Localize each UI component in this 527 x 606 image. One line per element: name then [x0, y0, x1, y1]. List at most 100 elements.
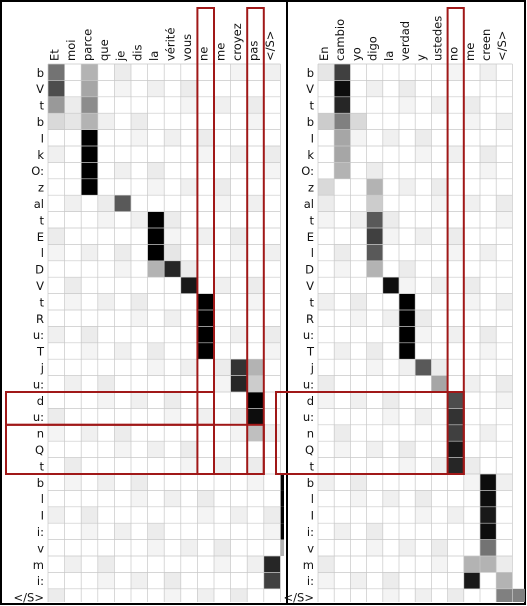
row-label-S: </S> — [14, 591, 44, 605]
faint-cell — [114, 342, 131, 360]
faint-cell — [230, 228, 248, 245]
faint-cell — [247, 556, 264, 573]
faint-cell — [415, 588, 432, 602]
faint-cell — [164, 588, 181, 602]
column-label-moi: moi — [64, 40, 78, 61]
attention-cell — [81, 113, 98, 130]
faint-cell — [496, 474, 513, 491]
row-label-v: v — [37, 541, 44, 555]
faint-cell — [415, 506, 432, 524]
faint-cell — [431, 457, 448, 474]
attention-cell — [247, 375, 264, 392]
attention-cell — [147, 260, 165, 278]
faint-cell — [496, 195, 513, 212]
row-label-I: I — [311, 509, 314, 523]
attention-cell — [197, 326, 214, 343]
faint-cell — [164, 228, 181, 245]
row-label-u: u: — [303, 377, 314, 391]
attention-cell — [496, 572, 513, 589]
attention-cell — [247, 359, 264, 376]
faint-cell — [247, 113, 264, 130]
attention-cell — [280, 490, 284, 507]
faint-cell — [447, 228, 464, 245]
attention-cell — [81, 80, 98, 97]
faint-cell — [496, 392, 513, 409]
attention-cell — [164, 260, 181, 278]
row-label-v: v — [307, 541, 314, 555]
faint-cell — [164, 129, 181, 146]
attention-cell — [463, 572, 480, 589]
attention-cell — [81, 129, 98, 146]
faint-cell — [350, 211, 367, 228]
column-label-me: me — [213, 43, 227, 61]
faint-cell — [382, 392, 399, 409]
faint-cell — [214, 277, 231, 294]
row-label-k: k — [307, 148, 314, 162]
faint-cell — [97, 113, 115, 130]
row-label-i: i: — [307, 574, 314, 588]
faint-cell — [147, 441, 165, 458]
attention-cell — [334, 129, 351, 146]
row-label-u: u: — [33, 328, 44, 342]
faint-cell — [263, 162, 281, 179]
attention-cell — [334, 162, 351, 179]
faint-cell — [334, 342, 351, 360]
column-label-que: que — [97, 39, 111, 61]
row-label-E: E — [37, 230, 44, 244]
row-label-E: E — [307, 230, 314, 244]
attention-cell — [480, 474, 497, 491]
attention-cell — [318, 178, 335, 196]
attention-cell — [280, 539, 284, 556]
faint-cell — [350, 129, 367, 146]
faint-cell — [334, 424, 351, 442]
faint-cell — [180, 260, 198, 278]
faint-cell — [164, 392, 181, 409]
attention-cell — [230, 359, 248, 376]
faint-cell — [480, 342, 497, 360]
row-label-j: j — [40, 361, 44, 375]
faint-cell — [214, 457, 231, 474]
attention-cell — [366, 244, 383, 261]
attention-cell — [447, 392, 464, 409]
faint-cell — [263, 326, 281, 343]
faint-cell — [399, 441, 416, 458]
faint-cell — [214, 359, 231, 376]
faint-cell — [399, 457, 416, 474]
faint-cell — [147, 178, 165, 196]
faint-cell — [81, 424, 98, 442]
faint-cell — [147, 539, 165, 556]
attention-cell — [147, 244, 165, 261]
attention-cell — [81, 178, 98, 196]
attention-cell — [280, 523, 284, 540]
faint-cell — [214, 556, 231, 573]
column-label-la: la — [147, 51, 161, 61]
faint-cell — [114, 424, 131, 442]
row-label-l: l — [41, 492, 44, 506]
attention-cell — [366, 211, 383, 228]
row-label-d: d — [307, 394, 314, 408]
attention-cell — [350, 113, 367, 130]
column-label-vous: vous — [180, 34, 194, 61]
row-label-O: O: — [301, 164, 314, 178]
attention-cell — [81, 162, 98, 179]
attention-cell — [366, 228, 383, 245]
faint-cell — [415, 129, 432, 146]
row-label-V: V — [36, 82, 44, 96]
faint-cell — [382, 572, 399, 589]
faint-cell — [463, 277, 480, 294]
row-label-b: b — [307, 476, 314, 490]
column-label-parce: parce — [80, 29, 94, 61]
faint-cell — [463, 375, 480, 392]
faint-cell — [97, 556, 115, 573]
faint-cell — [263, 506, 281, 524]
column-label-Et: Et — [47, 49, 61, 61]
faint-cell — [463, 293, 480, 310]
row-label-l: l — [311, 246, 314, 260]
row-label-I: I — [311, 131, 314, 145]
faint-cell — [197, 228, 214, 245]
attention-cell — [280, 506, 284, 524]
faint-cell — [334, 260, 351, 278]
faint-cell — [147, 80, 165, 97]
attention-cell — [147, 228, 165, 245]
